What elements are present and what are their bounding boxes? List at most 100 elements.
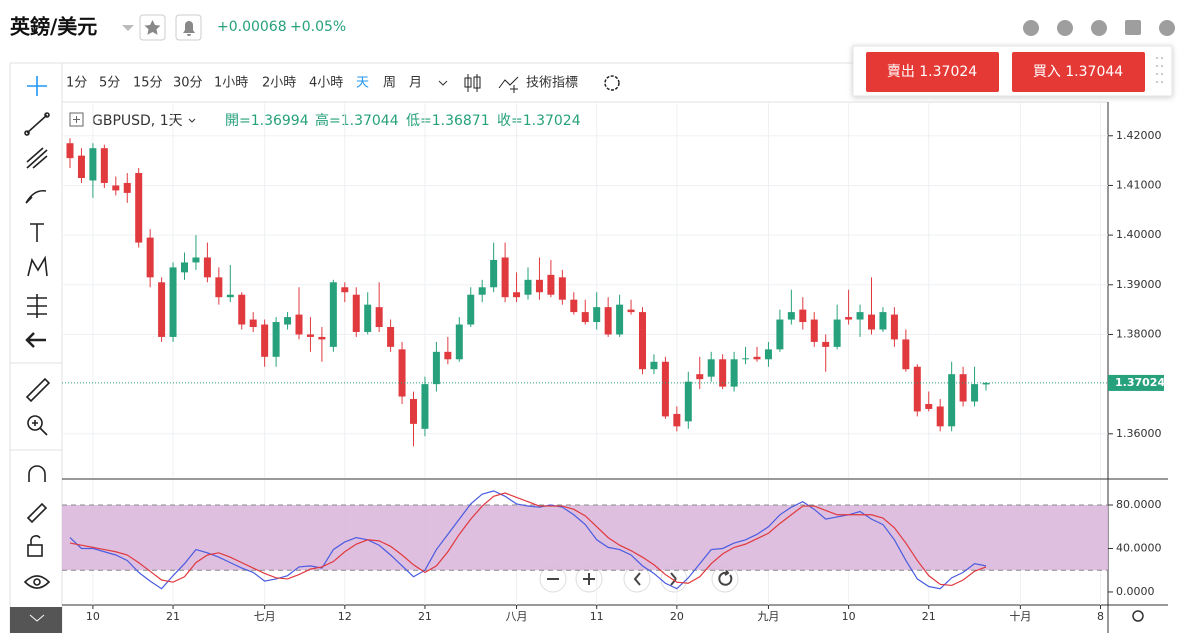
symbol-dropdown[interactable] xyxy=(122,25,134,31)
legend-high: 高=1.37044 xyxy=(315,112,399,129)
candle-body xyxy=(352,294,360,332)
candle-body xyxy=(787,312,795,320)
candle-body xyxy=(478,287,486,295)
info-icon[interactable] xyxy=(1159,20,1175,36)
y2-tick-label: 40.0000 xyxy=(1116,541,1162,554)
y-tick-label: 1.40000 xyxy=(1116,228,1162,241)
candle-body xyxy=(398,349,406,397)
buy-button[interactable] xyxy=(1012,52,1145,92)
y-tick-label: 1.39000 xyxy=(1116,278,1162,291)
candle-body xyxy=(341,287,349,293)
candle-body xyxy=(959,374,967,402)
candle-body xyxy=(776,319,784,350)
drag-handle[interactable] xyxy=(1156,57,1163,83)
sidebar-icons[interactable] xyxy=(23,76,51,589)
candle-body xyxy=(764,349,772,360)
legend-toggle[interactable] xyxy=(69,112,84,127)
candle-body xyxy=(730,359,738,387)
candle-body xyxy=(570,299,578,313)
candle-body xyxy=(684,381,692,422)
candle-body xyxy=(661,361,669,417)
x-tick-label: 8 xyxy=(1097,610,1104,623)
sell-button[interactable] xyxy=(866,52,999,92)
candle-body xyxy=(513,292,521,298)
zoom-controls[interactable] xyxy=(539,565,739,593)
symbol-title: 英鎊/美元 xyxy=(10,15,97,39)
interval-button[interactable]: 1分 xyxy=(66,76,87,91)
interval-button[interactable]: 月 xyxy=(409,76,422,91)
interval-dropdown[interactable] xyxy=(438,80,448,86)
candle-body xyxy=(146,237,154,278)
legend-open: 開=1.36994 xyxy=(225,113,309,129)
candle-body xyxy=(169,267,177,337)
y2-tick-label: 0.0000 xyxy=(1116,585,1155,598)
interval-button[interactable]: 2小時 xyxy=(262,76,296,91)
candle-body xyxy=(432,351,440,385)
interval-button[interactable]: 周 xyxy=(383,76,396,91)
interval-button[interactable]: 4小時 xyxy=(309,76,343,91)
x-tick-label: 九月 xyxy=(757,610,779,623)
candle-body xyxy=(673,413,681,427)
indicator-icon[interactable] xyxy=(498,76,519,93)
x-tick-label: 八月 xyxy=(506,610,528,623)
x-tick-label: 10 xyxy=(86,610,100,623)
compass-icon[interactable] xyxy=(1057,20,1073,36)
candle-body xyxy=(329,282,337,347)
buy-label[interactable]: 買入 1.37044 xyxy=(1033,64,1123,80)
candle-body xyxy=(639,312,646,370)
axis-settings[interactable] xyxy=(1132,610,1144,622)
indicators-button[interactable]: 技術指標 xyxy=(526,76,578,91)
interval-button[interactable]: 15分 xyxy=(133,76,163,91)
candle-body xyxy=(192,257,200,263)
candle-body xyxy=(455,324,463,360)
legend-symbol: GBPUSD, 1天 xyxy=(92,113,183,129)
y-tick-label: 1.38000 xyxy=(1116,327,1162,340)
candle-body xyxy=(890,314,898,340)
x-tick-label: 21 xyxy=(166,610,180,623)
candle-body xyxy=(306,334,314,337)
pie-icon[interactable] xyxy=(1023,20,1039,36)
candle-body xyxy=(707,359,715,377)
interval-button[interactable]: 30分 xyxy=(173,76,203,91)
x-tick-label: 10 xyxy=(842,610,856,623)
y-tick-label: 1.41000 xyxy=(1116,178,1162,191)
sell-label[interactable]: 賣出 1.37024 xyxy=(887,64,977,80)
legend-dropdown[interactable] xyxy=(188,118,196,123)
collapse-arrow xyxy=(29,614,45,622)
indicator-band xyxy=(62,505,1108,571)
legend-close: 收=1.37024 xyxy=(497,113,581,129)
candle-body xyxy=(249,319,257,328)
candle-body xyxy=(66,143,74,159)
candle-body xyxy=(158,282,166,337)
indicator-line xyxy=(69,490,987,590)
candle-body xyxy=(410,399,417,424)
legend-toggle-plus xyxy=(73,116,80,123)
candle-body xyxy=(77,155,85,178)
x-tick-label: 21 xyxy=(922,610,936,623)
star-icon xyxy=(144,20,161,35)
x-tick-label: 十月 xyxy=(1009,609,1031,623)
x-tick-label: 20 xyxy=(670,610,684,623)
candle-body xyxy=(627,309,635,313)
interval-button[interactable]: 天 xyxy=(356,76,369,91)
candle-body xyxy=(364,304,372,332)
candle-body xyxy=(833,319,841,347)
settings-icon[interactable] xyxy=(604,75,620,91)
candle-body xyxy=(547,274,555,295)
candle-body xyxy=(112,185,120,191)
interval-button[interactable]: 1小時 xyxy=(214,76,248,91)
candle-body xyxy=(593,307,601,323)
interval-button[interactable]: 5分 xyxy=(99,76,120,91)
candle-body xyxy=(604,307,612,335)
candle-type-icon[interactable] xyxy=(464,74,481,92)
x-tick-label: 11 xyxy=(590,610,604,623)
candle-body xyxy=(902,339,910,370)
calendar-icon[interactable] xyxy=(1125,20,1141,35)
last-price-label: 1.37024 xyxy=(1115,376,1165,389)
ohlc-legend: 開=1.36994 高=1.37044 低=1.36871 收=1.37024 xyxy=(225,112,581,129)
candle-body xyxy=(375,307,383,328)
speed-icon[interactable] xyxy=(1091,20,1107,36)
candle-body xyxy=(387,327,395,347)
candle-body xyxy=(181,262,188,273)
